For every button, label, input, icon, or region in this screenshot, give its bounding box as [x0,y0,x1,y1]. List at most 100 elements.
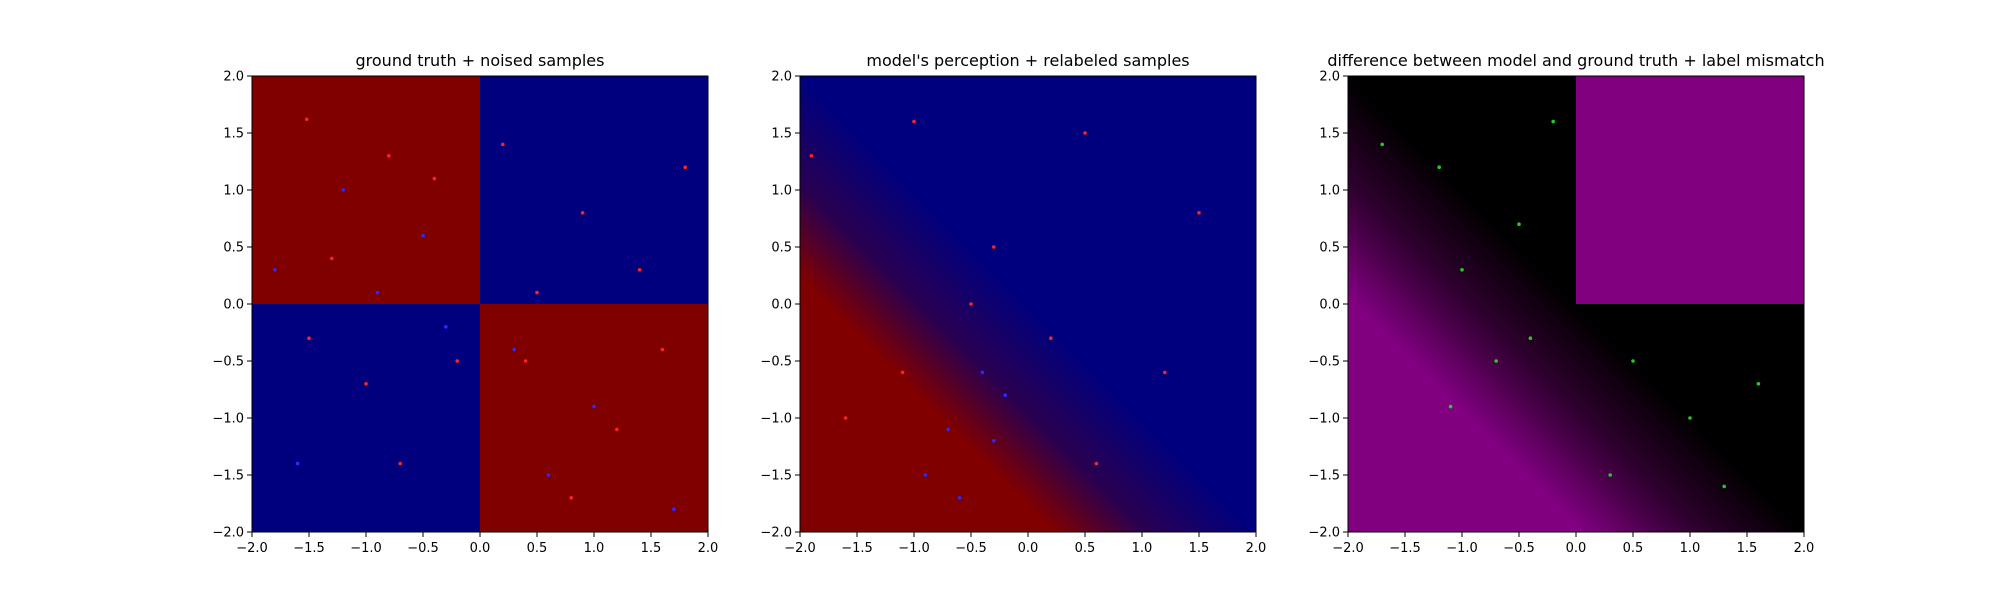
panel-1-point-red [455,359,460,363]
y-tick-label: −0.5 [212,355,244,370]
panel-1-axes: −2.0 −1.5 −1.0 −0.5 0.0 0.5 1.0 1.5 2.0 −2.0 −1.5 −… [212,70,718,557]
panel-2-point-red [1083,131,1087,135]
panel-3-point-green [1631,359,1635,363]
y-tick-label: 0.0 [771,298,792,313]
x-tick-label: 0.0 [470,541,491,556]
panel-2-background [800,76,1256,532]
y-tick-label: 0.0 [1319,298,1340,313]
x-tick-label: −1.0 [898,541,930,556]
y-tick-label: 0.0 [223,298,244,313]
panel-1-points [273,117,687,512]
y-tick-label: 1.0 [1319,184,1340,199]
x-tick-label: 0.5 [1623,541,1644,556]
y-tick-label: −1.5 [212,469,244,484]
panel-3: difference between model and ground trut… [1308,51,1824,556]
y-tick-label: −0.5 [1308,355,1340,370]
panel-2-point-blue [1003,393,1007,398]
x-tick-label: −1.0 [1446,541,1478,556]
panel-2-point-blue [957,496,962,500]
x-tick-label: 1.5 [1189,541,1210,556]
x-tick-label: 2.0 [1794,541,1815,556]
x-tick-label: −2.0 [784,541,816,556]
y-tick-label: −2.0 [1308,526,1340,541]
panel-1: ground truth + noised samples −2.0 −1.5 −1… [212,51,718,556]
y-tick-label: 0.5 [223,241,244,256]
x-tick-label: −1.5 [841,541,873,556]
panel-2-point-blue [980,370,985,375]
panel-1-point-blue [672,507,676,512]
panel-1-bg-bl [252,304,480,532]
panel-1-point-red [569,496,573,500]
panel-2-point-red [992,245,996,249]
y-tick-label: 1.5 [1319,127,1340,142]
x-tick-label: −1.5 [293,541,325,556]
panel-2-point-blue [992,439,996,443]
panel-3-point-green [1380,142,1384,147]
panel-2-axes: −2.0 −1.5 −1.0 −0.5 0.0 0.5 1.0 1.5 2.0 −2.0 −1.5 −… [760,70,1266,557]
x-tick-label: −0.5 [407,541,439,556]
panel-1-point-red [501,142,505,147]
panel-3-point-green [1437,165,1441,169]
panel-1-point-red [398,461,403,466]
panel-1-point-red [683,165,687,169]
panel-2-point-blue [923,473,928,477]
x-tick-label: −1.0 [350,541,382,556]
y-tick-label: 2.0 [223,70,244,85]
y-tick-label: −2.0 [760,526,792,541]
panel-2-point-red [1049,336,1053,341]
panel-2-point-blue [946,427,950,432]
x-tick-label: −1.5 [1389,541,1421,556]
x-tick-label: 0.5 [527,541,548,556]
x-tick-label: −0.5 [1503,541,1535,556]
panel-2-title: model's perception + relabeled samples [866,51,1189,70]
x-tick-label: 1.0 [1680,541,1701,556]
x-tick-label: 1.5 [641,541,662,556]
panel-1-point-red [637,268,642,272]
panel-1-point-blue [341,188,346,192]
y-tick-label: 2.0 [1319,70,1340,85]
x-tick-label: 1.0 [584,541,605,556]
x-tick-label: −2.0 [1332,541,1364,556]
panel-1-point-red [535,290,539,295]
x-tick-label: 1.0 [1132,541,1153,556]
panel-1-point-red [387,154,391,158]
panel-1-point-blue [512,347,516,352]
panel-1-point-red [432,176,437,181]
panel-1-bg-tr [480,76,708,304]
panel-3-mismatch-quadrant [1576,76,1804,304]
y-tick-label: 0.5 [1319,241,1340,256]
y-tick-label: 1.0 [223,184,244,199]
panel-1-title: ground truth + noised samples [356,51,605,70]
x-tick-label: −2.0 [236,541,268,556]
y-tick-label: 1.5 [223,127,244,142]
x-tick-label: 0.0 [1566,541,1587,556]
panel-3-point-green [1608,473,1612,477]
y-tick-label: −2.0 [212,526,244,541]
panel-3-point-green [1722,484,1726,489]
panel-3-point-green [1528,336,1533,341]
panel-3-point-green [1448,404,1453,409]
panel-1-point-blue [444,325,448,329]
panel-3-point-green [1460,268,1464,272]
y-tick-label: 2.0 [771,70,792,85]
panel-3-point-green [1688,416,1692,420]
panel-2: model's perception + relabeled samples −… [760,51,1266,556]
panel-1-point-red [615,427,619,432]
panel-3-point-green [1494,359,1498,363]
panel-1-point-red [307,336,311,341]
panel-2-point-red [1197,211,1201,215]
panel-1-point-blue [295,461,300,466]
y-tick-label: 0.5 [771,241,792,256]
panel-1-point-red [330,256,334,261]
panel-2-points [809,119,1201,500]
panel-2-point-red [843,416,848,420]
y-tick-label: −1.5 [760,469,792,484]
panel-3-points [1380,119,1761,489]
x-tick-label: −0.5 [955,541,987,556]
panel-1-point-blue [375,290,380,295]
panel-3-axes: −2.0 −1.5 −1.0 −0.5 0.0 0.5 1.0 1.5 2.0 −2.0 −1.5 −… [1308,70,1814,557]
y-tick-label: 1.5 [771,127,792,142]
panel-2-point-red [1163,370,1167,375]
panel-1-point-red [580,211,585,215]
y-tick-label: −1.0 [212,412,244,427]
